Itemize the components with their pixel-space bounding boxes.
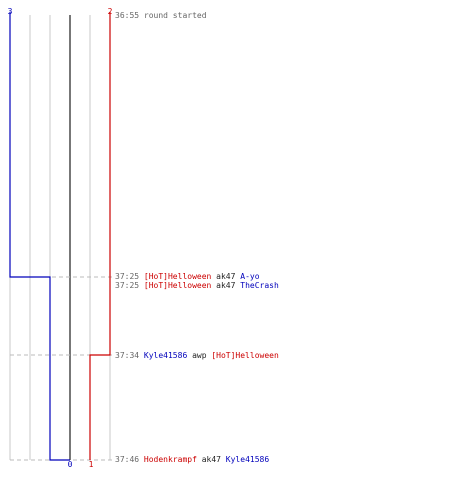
- blue-end-count: 0: [68, 460, 73, 469]
- event-killer: [HoT]Helloween: [144, 272, 216, 281]
- event-killer: [HoT]Helloween: [144, 281, 216, 290]
- red-end-count: 1: [89, 460, 94, 469]
- kill-event-label: 37:34 Kyle41586 awp [HoT]Helloween: [115, 351, 279, 360]
- kill-event-label: 37:25 [HoT]Helloween ak47 TheCrash: [115, 281, 279, 290]
- event-weapon: ak47: [216, 272, 240, 281]
- event-killer: Hodenkrampf: [144, 455, 202, 464]
- event-time: 37:46: [115, 455, 144, 464]
- red-start-count: 2: [108, 7, 113, 16]
- event-start-label: 36:55 round started: [115, 11, 207, 20]
- red-team-alive-line: [89, 12, 111, 460]
- event-weapon: awp: [192, 351, 211, 360]
- event-time: 37:25: [115, 272, 144, 281]
- blue-start-count: 3: [8, 7, 13, 16]
- event-weapon: ak47: [216, 281, 240, 290]
- event-victim: [HoT]Helloween: [211, 351, 279, 360]
- event-time: 37:25: [115, 281, 144, 290]
- event-victim: Kyle41586: [226, 455, 270, 464]
- event-killer: Kyle41586: [144, 351, 192, 360]
- event-victim: A-yo: [240, 272, 259, 281]
- event-weapon: ak47: [202, 455, 226, 464]
- blue-team-alive-line: [9, 12, 70, 461]
- event-time: 37:34: [115, 351, 144, 360]
- event-time: 36:55: [115, 11, 144, 20]
- kill-event-label: 37:25 [HoT]Helloween ak47 A-yo: [115, 272, 260, 281]
- event-dash-lines: [10, 276, 112, 461]
- event-text: round started: [144, 11, 207, 20]
- grid: [9, 15, 111, 460]
- event-victim: TheCrash: [240, 281, 279, 290]
- kill-event-label: 37:46 Hodenkrampf ak47 Kyle41586: [115, 455, 269, 464]
